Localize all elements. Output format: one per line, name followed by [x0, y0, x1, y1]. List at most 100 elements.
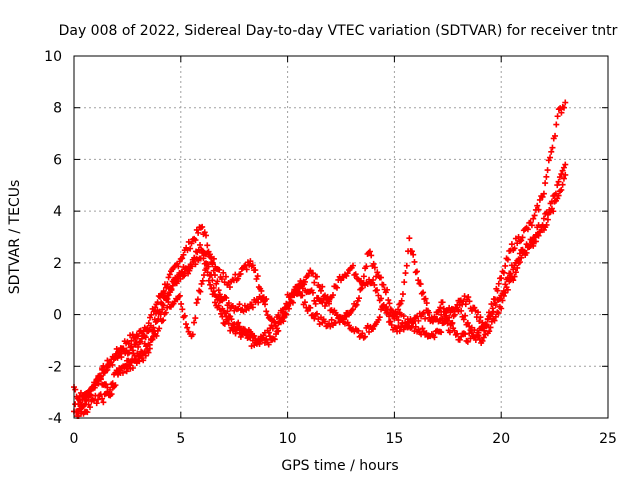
- data-point: [189, 263, 196, 270]
- data-point: [500, 269, 507, 276]
- data-point: [214, 278, 221, 285]
- data-point: [309, 270, 316, 277]
- data-point: [224, 316, 231, 323]
- data-point: [191, 255, 198, 262]
- data-point: [377, 274, 384, 281]
- data-point: [387, 318, 394, 325]
- data-point: [72, 386, 79, 393]
- data-point: [344, 270, 351, 277]
- data-point: [437, 304, 444, 311]
- data-point: [556, 174, 563, 181]
- data-point: [333, 284, 340, 291]
- data-point: [153, 332, 160, 339]
- data-point: [254, 273, 261, 280]
- data-point: [540, 190, 547, 197]
- data-point: [518, 237, 525, 244]
- y-tick-label: 10: [44, 49, 62, 65]
- data-point: [301, 299, 308, 306]
- data-point: [163, 295, 170, 302]
- data-point: [307, 304, 314, 311]
- data-point: [447, 309, 454, 316]
- data-point: [486, 328, 493, 335]
- data-point: [260, 294, 267, 301]
- data-point: [197, 288, 204, 295]
- data-point: [400, 313, 407, 320]
- data-point: [192, 237, 199, 244]
- data-point: [558, 186, 565, 193]
- data-point: [100, 399, 107, 406]
- data-point: [472, 334, 479, 341]
- data-point: [255, 299, 262, 306]
- data-point: [200, 272, 207, 279]
- data-point: [309, 289, 316, 296]
- data-point: [99, 395, 106, 402]
- data-point: [492, 313, 499, 320]
- data-point: [149, 336, 156, 343]
- data-point: [386, 300, 393, 307]
- data-point: [548, 148, 555, 155]
- data-point: [418, 290, 425, 297]
- data-point: [156, 309, 163, 316]
- data-point: [129, 347, 136, 354]
- data-point: [128, 337, 135, 344]
- data-point: [193, 299, 200, 306]
- data-point: [197, 241, 204, 248]
- data-point: [325, 298, 332, 305]
- data-point: [247, 258, 254, 265]
- data-point: [562, 99, 569, 106]
- data-point: [417, 281, 424, 288]
- data-point: [311, 279, 318, 286]
- data-point: [200, 255, 207, 262]
- data-point: [182, 321, 189, 328]
- data-point: [117, 350, 124, 357]
- data-point: [203, 265, 210, 272]
- data-point: [181, 312, 188, 319]
- data-point: [404, 316, 411, 323]
- data-point: [194, 296, 201, 303]
- data-point: [195, 229, 202, 236]
- data-point: [109, 380, 116, 387]
- data-point: [500, 287, 507, 294]
- data-point: [395, 317, 402, 324]
- data-point: [211, 299, 218, 306]
- data-point: [371, 281, 378, 288]
- data-point: [495, 280, 502, 287]
- data-point: [188, 240, 195, 247]
- data-point: [263, 336, 270, 343]
- data-point: [135, 343, 142, 350]
- data-point: [461, 293, 468, 300]
- data-point: [495, 310, 502, 317]
- data-point: [119, 369, 126, 376]
- data-point: [289, 299, 296, 306]
- data-point: [560, 104, 567, 111]
- data-point: [313, 310, 320, 317]
- data-point: [380, 281, 387, 288]
- data-point: [435, 307, 442, 314]
- data-point: [199, 277, 206, 284]
- data-point: [140, 357, 147, 364]
- data-point: [225, 320, 232, 327]
- data-point: [412, 269, 419, 276]
- data-point: [184, 324, 191, 331]
- data-point: [149, 328, 156, 335]
- data-point: [317, 287, 324, 294]
- data-point: [301, 278, 308, 285]
- data-point: [216, 266, 223, 273]
- data-point: [178, 269, 185, 276]
- data-point: [524, 226, 531, 233]
- data-point: [510, 277, 517, 284]
- data-point: [162, 309, 169, 316]
- data-point: [511, 273, 518, 280]
- data-point: [332, 319, 339, 326]
- data-point: [488, 301, 495, 308]
- data-point: [446, 314, 453, 321]
- data-point: [319, 283, 326, 290]
- data-point: [280, 314, 287, 321]
- data-point: [471, 304, 478, 311]
- data-point: [415, 326, 422, 333]
- data-point: [353, 301, 360, 308]
- data-point: [446, 329, 453, 336]
- plot-frame: [73, 55, 609, 419]
- data-point: [299, 282, 306, 289]
- data-point: [179, 306, 186, 313]
